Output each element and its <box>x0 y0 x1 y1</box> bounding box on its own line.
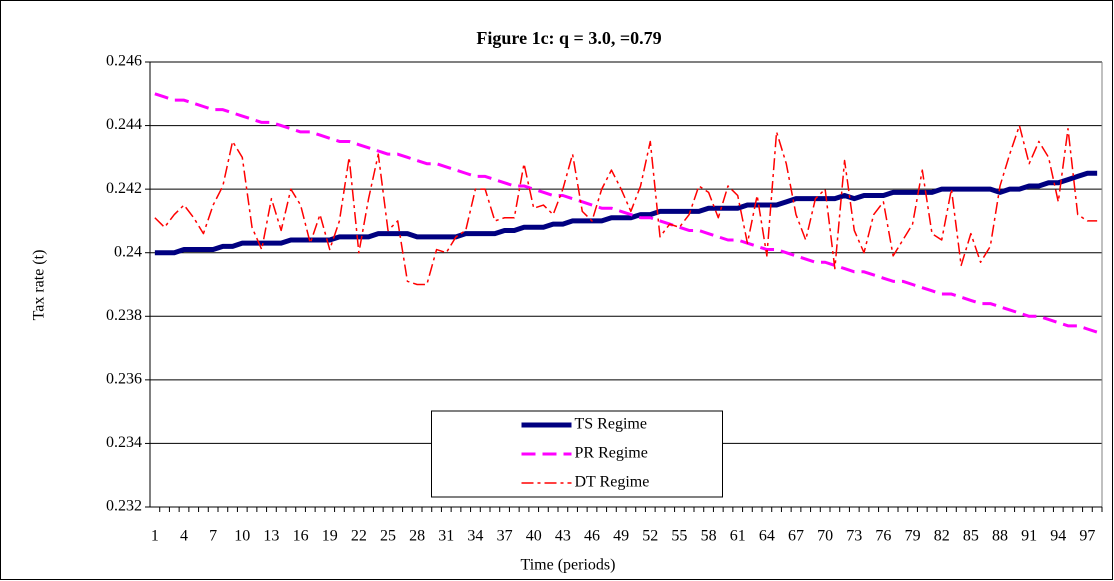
series-line <box>154 124 1098 286</box>
x-tick-label: 88 <box>992 528 1008 545</box>
x-tick-label: 7 <box>209 528 217 545</box>
x-tick-label: 16 <box>293 528 309 545</box>
legend-label: PR Regime <box>575 445 648 462</box>
x-tick-label: 10 <box>234 528 250 545</box>
x-tick-label: 43 <box>555 528 571 545</box>
x-tick-label: 79 <box>905 528 921 545</box>
x-tick-label: 91 <box>1021 528 1037 545</box>
x-tick-label: 19 <box>322 528 338 545</box>
x-tick-label: 13 <box>263 528 279 545</box>
x-tick-label: 52 <box>642 528 658 545</box>
x-tick-label: 64 <box>759 528 775 545</box>
legend-label: TS Regime <box>575 416 647 433</box>
x-tick-label: 1 <box>151 528 159 545</box>
x-tick-label: 31 <box>438 528 454 545</box>
y-tick-label: 0.242 <box>106 180 142 197</box>
x-tick-label: 55 <box>671 528 687 545</box>
chart-title: Figure 1c: q = 3.0, =0.79 <box>476 28 661 48</box>
x-tick-label: 61 <box>730 528 746 545</box>
x-tick-label: 22 <box>351 528 367 545</box>
y-tick-label: 0.238 <box>106 307 142 324</box>
x-tick-label: 82 <box>934 528 950 545</box>
x-tick-label: 37 <box>497 528 513 545</box>
y-tick-label: 0.234 <box>106 434 142 451</box>
x-tick-label: 49 <box>613 528 629 545</box>
x-tick-label: 28 <box>409 528 425 545</box>
x-tick-label: 67 <box>788 528 804 545</box>
y-tick-label: 0.244 <box>106 116 142 133</box>
x-tick-label: 4 <box>180 528 188 545</box>
x-tick-label: 58 <box>701 528 717 545</box>
x-tick-label: 34 <box>467 528 483 545</box>
x-tick-label: 70 <box>817 528 833 545</box>
x-tick-label: 73 <box>846 528 862 545</box>
legend-label: DT Regime <box>575 474 650 491</box>
x-tick-label: 97 <box>1079 528 1095 545</box>
x-tick-label: 40 <box>526 528 542 545</box>
y-tick-label: 0.24 <box>114 243 142 260</box>
y-axis-title: Tax rate (t) <box>31 250 48 321</box>
legend: TS Regime PR Regime DT Regime <box>431 410 723 498</box>
y-tick-label: 0.232 <box>106 498 142 515</box>
y-tick-label: 0.236 <box>106 371 142 388</box>
x-tick-label: 85 <box>963 528 979 545</box>
x-tick-label: 76 <box>875 528 891 545</box>
legend-box <box>431 410 723 498</box>
series-line <box>154 92 1098 334</box>
x-axis-title: Time (periods) <box>521 557 616 574</box>
y-tick-label: 0.246 <box>106 53 142 70</box>
x-tick-label: 25 <box>380 528 396 545</box>
x-tick-label: 94 <box>1050 528 1066 545</box>
x-tick-label: 46 <box>584 528 600 545</box>
